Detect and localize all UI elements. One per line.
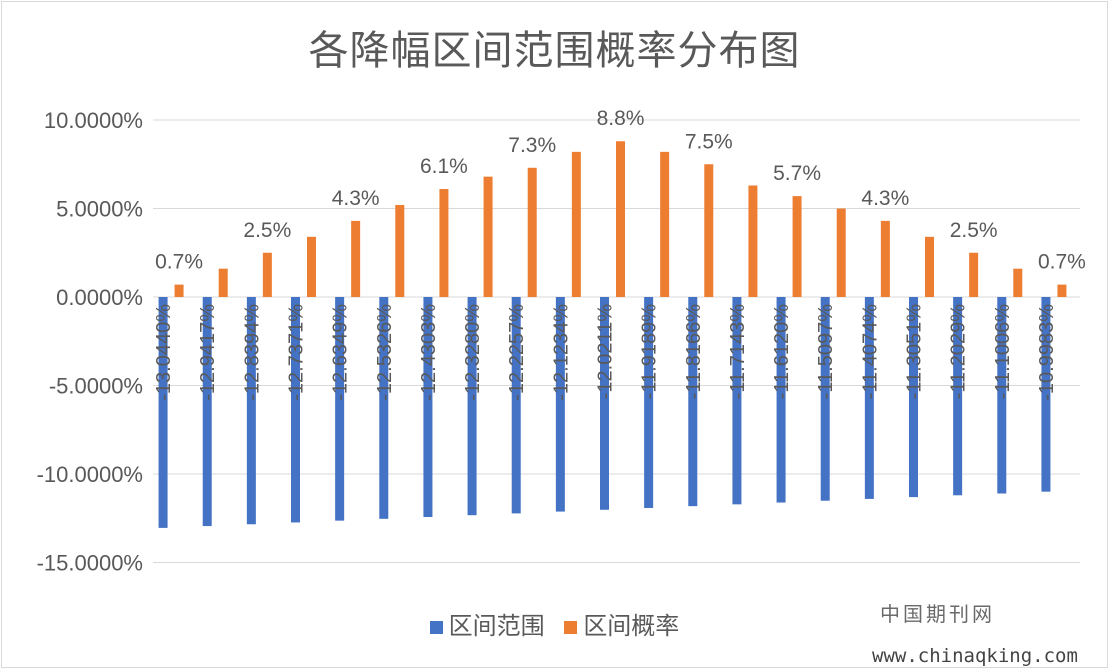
data-label-range: -11.1006% <box>992 304 1014 399</box>
y-tick-label: 10.0000% <box>44 108 143 133</box>
data-label-range: -13.0440% <box>153 304 175 401</box>
bar-probability <box>880 220 890 297</box>
bar-probability <box>174 284 184 297</box>
data-label-probability: 0.7% <box>1038 251 1086 274</box>
bar-range <box>820 297 830 501</box>
watermark-url: www.chinaqking.com <box>868 645 1082 667</box>
bar-range <box>644 297 654 508</box>
data-label-range: -12.1234% <box>550 304 572 401</box>
bar-range <box>555 297 565 512</box>
y-tick-label: -15.0000% <box>37 551 143 576</box>
data-label-probability: 0.7% <box>155 251 203 274</box>
legend-label-range: 区间范围 <box>448 612 545 640</box>
data-label-probability: 2.5% <box>950 219 998 242</box>
bar-range <box>467 297 477 516</box>
legend-item-probability: 区间概率 <box>564 606 679 641</box>
legend-swatch-probability <box>564 620 578 634</box>
data-label-range: -11.9189% <box>639 304 661 399</box>
bar-range <box>202 297 212 527</box>
data-label-probability: 4.3% <box>332 187 380 210</box>
data-label-range: -12.9417% <box>197 304 219 401</box>
bar-probability <box>1057 284 1067 297</box>
bar-probability <box>969 252 979 297</box>
bar-range <box>688 297 698 507</box>
data-label-range: -12.5326% <box>374 304 396 401</box>
bar-probability <box>748 185 758 297</box>
data-label-range: -12.0211% <box>595 304 617 399</box>
y-tick-label: -5.0000% <box>49 374 143 399</box>
data-label-range: -11.7143% <box>727 304 749 399</box>
data-label-probability: 7.5% <box>685 130 733 153</box>
data-label-range: -11.8166% <box>683 304 705 399</box>
data-label-range: -12.6349% <box>330 304 352 401</box>
data-label-range: -11.5097% <box>815 304 837 399</box>
bar-range <box>379 297 389 519</box>
bar-probability <box>218 268 228 297</box>
bar-range <box>335 297 345 521</box>
bar-range <box>732 297 742 505</box>
bar-probability <box>527 167 537 297</box>
data-label-range: -11.2029% <box>948 304 970 399</box>
bar-probability <box>571 151 581 297</box>
bar-probability <box>351 220 361 297</box>
data-label-probability: 8.8% <box>597 107 645 130</box>
data-label-range: -12.7371% <box>286 304 308 401</box>
bar-probability <box>836 208 846 297</box>
data-label-range: -12.8394% <box>241 304 263 401</box>
bar-probability <box>483 176 493 297</box>
legend-label-probability: 区间概率 <box>583 612 680 640</box>
bar-probability <box>439 189 449 297</box>
chart-legend: 区间范围 区间概率 <box>0 606 1109 641</box>
bar-probability <box>925 236 934 297</box>
bar-range <box>511 297 521 514</box>
bar-probability <box>616 141 625 297</box>
bar-range <box>600 297 609 510</box>
legend-item-range: 区间范围 <box>429 606 545 641</box>
bar-range <box>291 297 300 523</box>
bar-range <box>864 297 874 499</box>
data-label-probability: 7.3% <box>508 134 556 157</box>
legend-swatch-range <box>429 620 443 634</box>
y-tick-label: -10.0000% <box>37 462 143 487</box>
y-tick-label: 5.0000% <box>56 197 143 222</box>
bar-probability <box>307 236 316 297</box>
data-label-range: -11.6120% <box>771 304 793 399</box>
data-label-probability: 4.3% <box>861 187 909 210</box>
data-label-range: -12.4303% <box>418 304 440 401</box>
data-label-range: -10.9983% <box>1036 304 1058 401</box>
bar-range <box>953 297 963 496</box>
y-tick-label: 0.0000% <box>56 285 143 310</box>
data-label-range: -11.4074% <box>859 304 881 399</box>
data-label-probability: 6.1% <box>420 155 468 178</box>
watermark-name: 中国期刊网 <box>880 602 995 626</box>
chart-title: 各降幅区间范围概率分布图 <box>308 28 801 74</box>
bar-probability <box>395 204 405 297</box>
bar-probability <box>1013 268 1023 297</box>
bar-range <box>909 297 918 498</box>
data-label-probability: 5.7% <box>773 162 821 185</box>
bar-probability <box>792 196 802 297</box>
data-label-range: -12.2257% <box>506 304 528 401</box>
bar-probability <box>262 252 272 297</box>
data-label-range: -12.3280% <box>462 304 484 401</box>
bar-probability <box>660 151 670 297</box>
bar-range <box>423 297 433 518</box>
bar-probability <box>704 164 714 297</box>
bar-range <box>246 297 256 525</box>
bar-range <box>158 297 168 528</box>
bar-range <box>997 297 1007 494</box>
bar-range <box>1041 297 1051 492</box>
bar-range <box>776 297 786 503</box>
data-label-probability: 2.5% <box>243 219 291 242</box>
data-label-range: -11.3051% <box>904 304 926 399</box>
